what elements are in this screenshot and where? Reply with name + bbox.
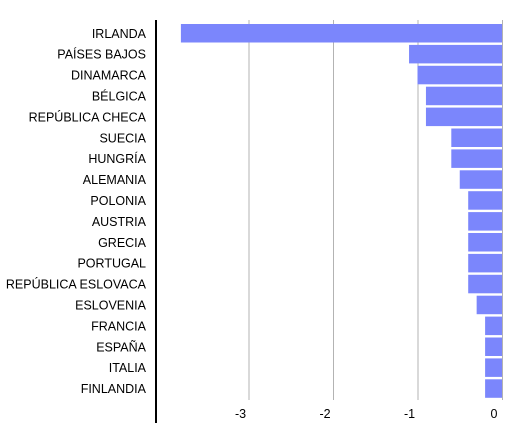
x-tick-labels: -3 -2 -1 0 [235,407,498,421]
bar [409,44,502,64]
category-label: IRLANDA [92,27,147,41]
bar [451,128,502,147]
bars [180,24,502,398]
category-label: SUECIA [99,131,146,145]
x-tick-label: -3 [235,407,246,421]
category-label: ESPAÑA [96,340,146,354]
category-label: REPÚBLICA ESLOVACA [6,277,147,292]
bar [468,253,502,273]
category-labels: IRLANDA PAÍSES BAJOS DINAMARCA BÉLGICA REPÚB… [6,27,147,396]
bar [425,107,502,127]
x-tick-label: -1 [404,407,415,421]
bar [476,295,502,315]
category-label: GRECIA [98,236,147,250]
bar [417,65,502,85]
category-label: ALEMANIA [83,173,147,187]
x-tick-label: 0 [491,407,498,421]
bar [485,358,502,377]
bar [485,379,502,398]
bar [468,274,502,294]
bar [459,170,502,189]
category-label: POLONIA [90,194,146,208]
bar [451,149,502,168]
category-label: BÉLGICA [92,88,147,103]
bar [468,233,502,252]
bar [425,86,502,106]
category-label: FRANCIA [91,319,147,333]
category-label: DINAMARCA [71,69,147,83]
bar [468,191,502,210]
category-label: PAÍSES BAJOS [57,47,146,62]
category-label: ITALIA [109,361,147,375]
bar [468,212,502,231]
category-label: ESLOVENIA [75,298,147,312]
category-label: HUNGRÍA [88,151,146,166]
category-label: AUSTRIA [92,215,147,229]
category-label: FINLANDIA [81,382,147,396]
category-label: PORTUGAL [77,257,146,271]
x-tick-label: -2 [319,407,330,421]
category-label: REPÚBLICA CHECA [29,109,147,124]
bar [485,337,502,356]
bar [485,316,502,336]
bar [180,24,502,43]
